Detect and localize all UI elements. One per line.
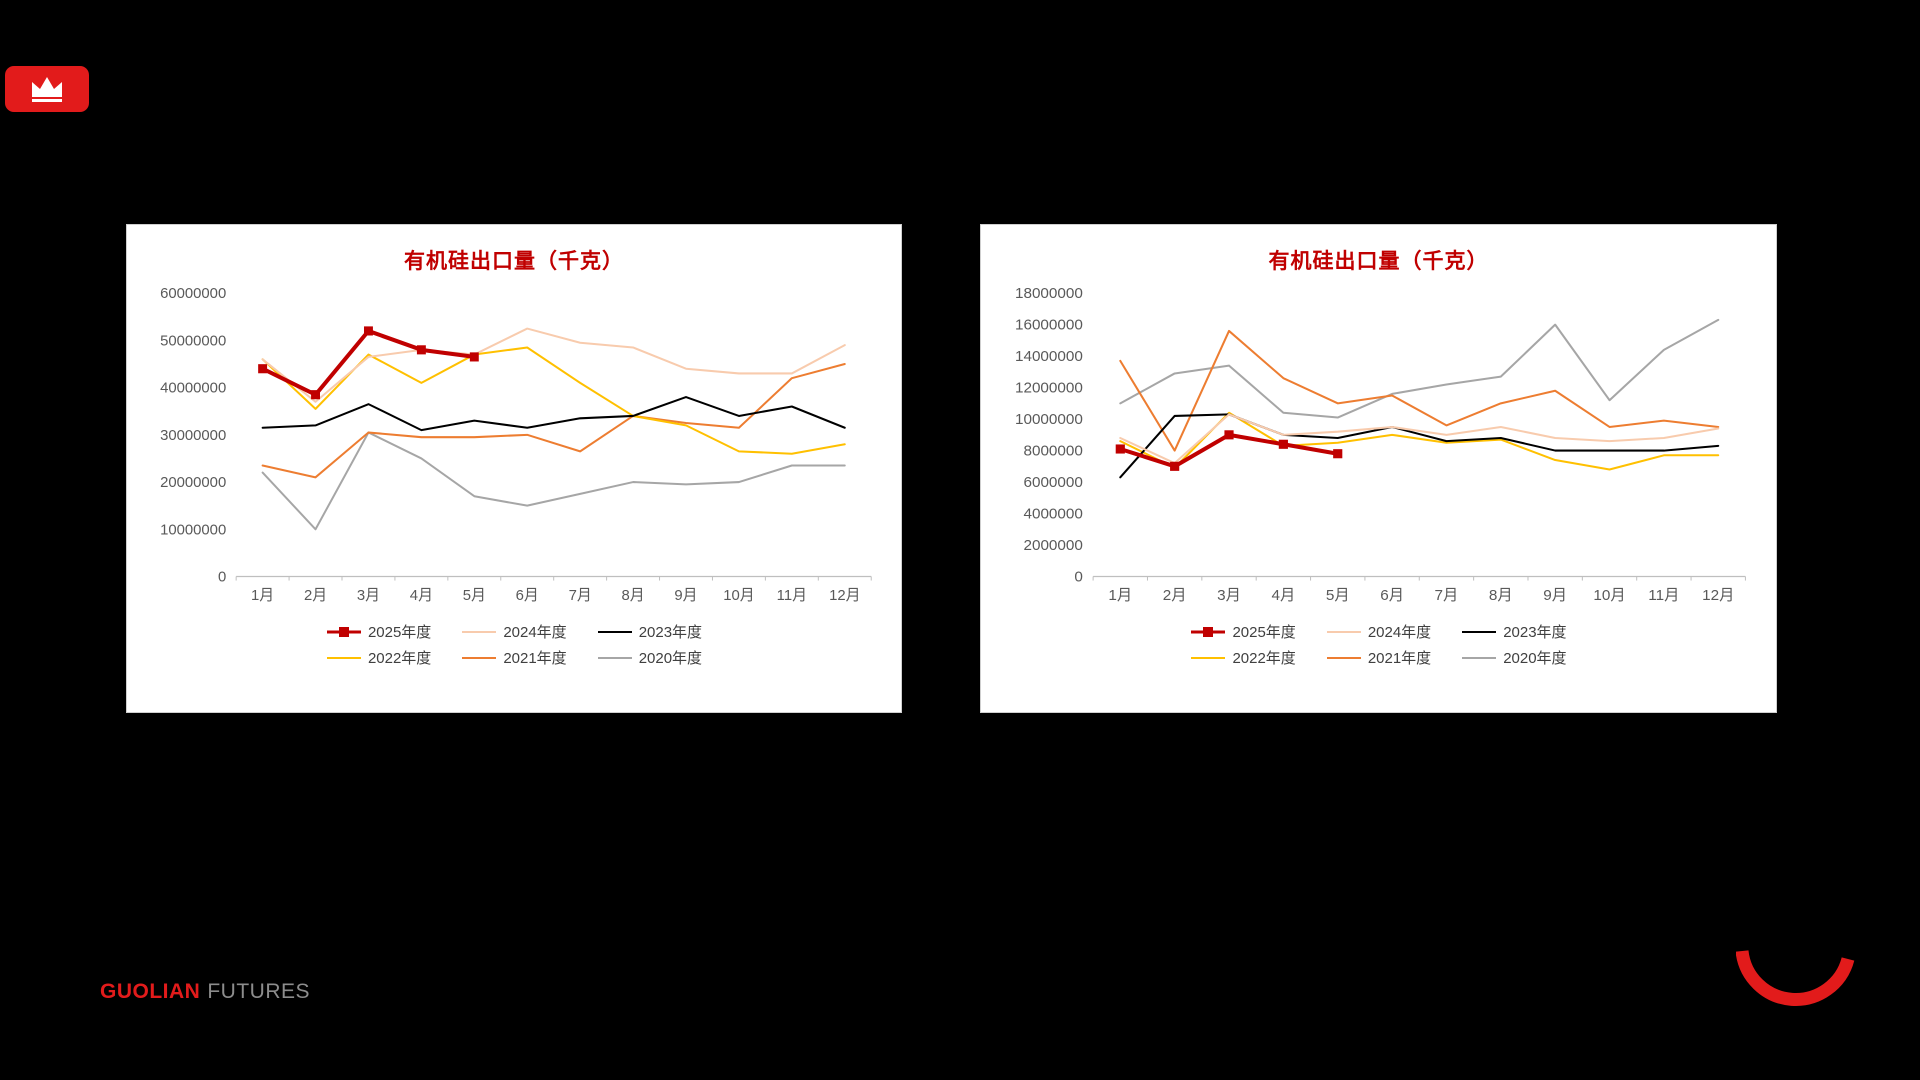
legend-label: 2020年度 — [1503, 650, 1567, 667]
svg-text:6月: 6月 — [1380, 587, 1404, 604]
svg-text:2000000: 2000000 — [1023, 537, 1082, 554]
legend-line-swatch — [1326, 630, 1361, 633]
brand-name-secondary: FUTURES — [207, 980, 310, 1003]
svg-text:8月: 8月 — [1489, 587, 1513, 604]
svg-text:7月: 7月 — [1435, 587, 1459, 604]
legend-label: 2021年度 — [503, 650, 567, 667]
svg-text:11月: 11月 — [777, 587, 807, 604]
legend-label: 2021年度 — [1367, 650, 1432, 667]
legend-line-swatch — [597, 656, 632, 659]
svg-text:10000000: 10000000 — [1015, 411, 1083, 428]
svg-text:2月: 2月 — [1163, 587, 1187, 604]
svg-text:3月: 3月 — [357, 587, 380, 604]
legend-label: 2022年度 — [367, 650, 432, 667]
svg-text:10月: 10月 — [1593, 587, 1625, 604]
red-arc-decoration — [1736, 950, 1855, 1006]
svg-text:12月: 12月 — [1702, 587, 1734, 604]
svg-text:16000000: 16000000 — [1015, 317, 1083, 334]
svg-text:20000000: 20000000 — [160, 474, 226, 491]
chart-legend: 2025年度 2024年度 2023年度 2022年度 2021年度 2020年度 — [127, 621, 901, 668]
svg-text:12000000: 12000000 — [1015, 380, 1083, 397]
legend-label: 2023年度 — [638, 624, 703, 641]
svg-text:14000000: 14000000 — [1015, 348, 1083, 365]
chart-title: 有机硅出口量（千克） — [404, 250, 624, 273]
legend-item: 2024年度 — [461, 621, 567, 642]
svg-text:6000000: 6000000 — [1023, 474, 1082, 491]
svg-text:40000000: 40000000 — [160, 380, 226, 397]
legend-item: 2025年度 — [326, 621, 431, 642]
brand-name-primary: GUOLIAN — [100, 980, 201, 1003]
svg-text:7月: 7月 — [569, 587, 592, 604]
svg-text:5月: 5月 — [1326, 587, 1350, 604]
legend-line-swatch — [1191, 656, 1226, 659]
svg-text:4000000: 4000000 — [1023, 506, 1082, 523]
legend-label: 2024年度 — [503, 624, 567, 641]
brand-logo — [5, 66, 89, 112]
legend-line-swatch — [1462, 656, 1497, 659]
export-volume-line-chart-right: 0 2000000 4000000 6000000 8000000 10000000 120… — [1015, 285, 1746, 604]
legend-line-swatch — [462, 630, 497, 633]
svg-text:12月: 12月 — [829, 587, 860, 604]
legend-item: 2021年度 — [461, 647, 567, 668]
svg-text:60000000: 60000000 — [160, 285, 226, 302]
legend-line-swatch — [326, 656, 361, 659]
legend-label: 2024年度 — [1367, 624, 1432, 641]
svg-text:30000000: 30000000 — [160, 427, 226, 444]
svg-text:4月: 4月 — [410, 587, 433, 604]
legend-line-swatch — [1191, 626, 1226, 637]
svg-text:10000000: 10000000 — [160, 521, 226, 538]
svg-text:11月: 11月 — [1648, 587, 1679, 604]
legend-line-swatch — [597, 630, 632, 633]
svg-text:0: 0 — [218, 568, 226, 585]
legend-item: 2024年度 — [1326, 621, 1431, 642]
chart-panel-right: 有机硅出口量（千克） 0 2000000 4000000 6000000 8000000… — [980, 224, 1777, 713]
legend-item: 2020年度 — [1461, 647, 1567, 668]
legend-line-swatch — [1462, 630, 1497, 633]
legend-item: 2021年度 — [1326, 647, 1431, 668]
chart-panel-left: 有机硅出口量（千克） 0 10000000 20000000 30000000 4000… — [126, 224, 902, 713]
legend-label: 2023年度 — [1503, 624, 1567, 641]
svg-text:8000000: 8000000 — [1023, 443, 1082, 460]
legend-item: 2022年度 — [1190, 647, 1296, 668]
legend-label: 2022年度 — [1232, 650, 1296, 667]
svg-text:4月: 4月 — [1271, 587, 1295, 604]
svg-text:5月: 5月 — [463, 587, 486, 604]
svg-text:8月: 8月 — [622, 587, 645, 604]
chart-title: 有机硅出口量（千克） — [1268, 250, 1489, 273]
crown-icon — [32, 77, 62, 102]
legend-line-swatch — [1326, 656, 1361, 659]
legend-item: 2023年度 — [597, 621, 702, 642]
footer-brand: GUOLIAN FUTURES — [100, 980, 310, 1004]
legend-label: 2020年度 — [638, 650, 703, 667]
svg-text:3月: 3月 — [1217, 587, 1241, 604]
svg-text:0: 0 — [1074, 569, 1082, 586]
chart-legend: 2025年度 2024年度 2023年度 2022年度 2021年度 2020年度 — [981, 621, 1776, 668]
legend-label: 2025年度 — [367, 624, 432, 641]
svg-text:6月: 6月 — [516, 587, 539, 604]
svg-text:2月: 2月 — [304, 587, 327, 604]
svg-text:1月: 1月 — [1108, 587, 1132, 604]
svg-text:50000000: 50000000 — [160, 332, 226, 349]
legend-item: 2023年度 — [1461, 621, 1567, 642]
svg-text:1月: 1月 — [251, 587, 274, 604]
svg-text:9月: 9月 — [674, 587, 697, 604]
svg-text:10月: 10月 — [723, 587, 754, 604]
legend-item: 2022年度 — [326, 647, 431, 668]
svg-text:9月: 9月 — [1543, 587, 1567, 604]
export-volume-line-chart-left: 0 10000000 20000000 30000000 40000000 5000000… — [160, 285, 872, 604]
legend-item: 2020年度 — [597, 647, 702, 668]
legend-line-swatch — [326, 626, 361, 637]
legend-label: 2025年度 — [1232, 624, 1296, 641]
legend-line-swatch — [462, 656, 497, 659]
svg-text:18000000: 18000000 — [1015, 285, 1083, 302]
legend-item: 2025年度 — [1190, 621, 1296, 642]
